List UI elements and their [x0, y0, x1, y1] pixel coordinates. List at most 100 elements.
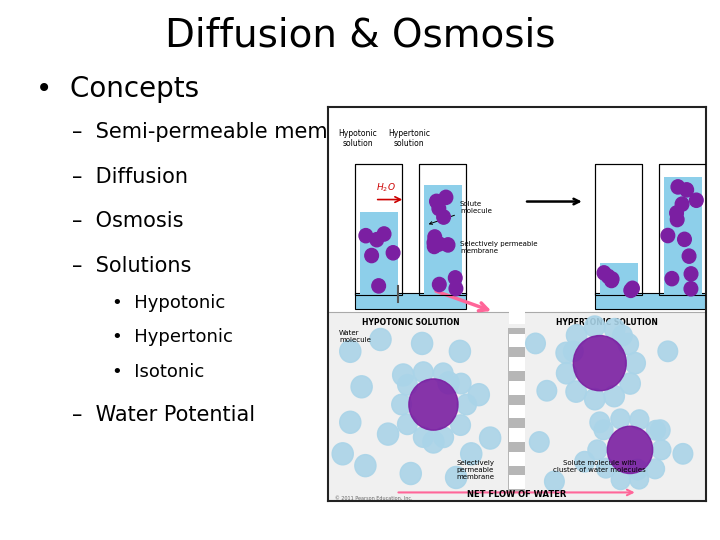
Text: –  Water Potential: – Water Potential	[72, 404, 255, 425]
Circle shape	[370, 328, 391, 350]
Text: –  Semi-permeable membrane: – Semi-permeable membrane	[72, 122, 388, 143]
FancyBboxPatch shape	[328, 312, 706, 501]
Circle shape	[456, 394, 477, 415]
Circle shape	[451, 373, 471, 394]
Circle shape	[370, 233, 384, 247]
Circle shape	[351, 376, 372, 398]
Text: –  Osmosis: – Osmosis	[72, 211, 184, 232]
Circle shape	[433, 278, 446, 292]
Circle shape	[430, 194, 444, 208]
Circle shape	[427, 235, 441, 249]
Circle shape	[575, 451, 595, 472]
Circle shape	[397, 375, 418, 395]
Circle shape	[413, 362, 433, 382]
FancyBboxPatch shape	[508, 381, 525, 395]
Circle shape	[683, 249, 696, 263]
FancyBboxPatch shape	[660, 164, 706, 295]
Circle shape	[480, 427, 500, 449]
FancyBboxPatch shape	[355, 164, 402, 295]
Circle shape	[432, 237, 446, 251]
Text: •  Hypotonic: • Hypotonic	[112, 294, 225, 313]
Circle shape	[671, 180, 685, 194]
Circle shape	[377, 423, 399, 445]
Circle shape	[618, 333, 639, 355]
FancyBboxPatch shape	[508, 328, 525, 493]
Circle shape	[630, 469, 649, 489]
FancyBboxPatch shape	[595, 164, 642, 295]
Circle shape	[365, 248, 379, 262]
FancyBboxPatch shape	[360, 212, 397, 295]
Circle shape	[392, 394, 411, 415]
Text: Selectively
permeable
membrane: Selectively permeable membrane	[456, 460, 494, 480]
Circle shape	[590, 412, 610, 433]
Circle shape	[684, 267, 698, 281]
Circle shape	[601, 269, 615, 284]
Circle shape	[428, 239, 441, 254]
Circle shape	[377, 227, 391, 241]
Circle shape	[588, 440, 607, 460]
Circle shape	[670, 212, 684, 227]
FancyBboxPatch shape	[355, 293, 467, 309]
Circle shape	[606, 272, 619, 286]
Circle shape	[650, 420, 670, 441]
Circle shape	[449, 281, 463, 296]
Text: HYPERTONIC SOLUTION: HYPERTONIC SOLUTION	[557, 318, 658, 327]
Text: © 2011 Pearson Education, Inc.: © 2011 Pearson Education, Inc.	[336, 495, 413, 501]
Circle shape	[437, 210, 451, 224]
Circle shape	[423, 431, 444, 453]
Circle shape	[564, 341, 583, 362]
FancyBboxPatch shape	[508, 476, 525, 489]
Circle shape	[624, 284, 638, 298]
Circle shape	[573, 335, 626, 391]
Circle shape	[359, 228, 373, 243]
Circle shape	[434, 427, 454, 448]
Text: –  Solutions: – Solutions	[72, 255, 192, 276]
Circle shape	[446, 467, 467, 489]
FancyBboxPatch shape	[664, 177, 702, 295]
Circle shape	[397, 414, 417, 435]
FancyBboxPatch shape	[420, 164, 467, 295]
Circle shape	[597, 266, 611, 280]
Circle shape	[433, 363, 453, 383]
Circle shape	[544, 471, 564, 491]
Text: H$_2$O: H$_2$O	[377, 181, 396, 194]
Circle shape	[604, 319, 625, 340]
Circle shape	[413, 427, 433, 447]
Circle shape	[432, 201, 446, 215]
Circle shape	[630, 410, 649, 430]
Circle shape	[628, 460, 647, 480]
Circle shape	[658, 341, 678, 362]
Circle shape	[646, 459, 665, 478]
FancyBboxPatch shape	[424, 185, 462, 295]
Circle shape	[409, 379, 458, 430]
Text: –  Diffusion: – Diffusion	[72, 167, 188, 187]
Circle shape	[661, 228, 675, 242]
Circle shape	[441, 238, 455, 252]
Circle shape	[690, 193, 703, 207]
FancyBboxPatch shape	[508, 428, 525, 442]
Circle shape	[625, 353, 645, 374]
Text: Hypertonic
solution: Hypertonic solution	[388, 129, 430, 149]
FancyBboxPatch shape	[508, 334, 525, 347]
Circle shape	[340, 340, 361, 362]
Circle shape	[613, 325, 632, 346]
Circle shape	[670, 206, 683, 220]
Circle shape	[451, 415, 470, 435]
Circle shape	[596, 458, 616, 478]
Circle shape	[604, 386, 624, 407]
FancyBboxPatch shape	[508, 357, 525, 371]
FancyBboxPatch shape	[508, 310, 525, 324]
Text: Hypotonic
solution: Hypotonic solution	[338, 129, 377, 149]
Circle shape	[585, 316, 605, 338]
Text: Diffusion & Osmosis: Diffusion & Osmosis	[165, 16, 555, 54]
Circle shape	[355, 455, 376, 477]
Circle shape	[412, 333, 433, 354]
Circle shape	[428, 230, 441, 244]
Circle shape	[647, 421, 665, 440]
FancyBboxPatch shape	[600, 264, 638, 295]
Circle shape	[372, 279, 385, 293]
Circle shape	[684, 282, 698, 296]
Text: •  Concepts: • Concepts	[36, 75, 199, 103]
Circle shape	[566, 381, 586, 402]
Circle shape	[526, 333, 545, 354]
